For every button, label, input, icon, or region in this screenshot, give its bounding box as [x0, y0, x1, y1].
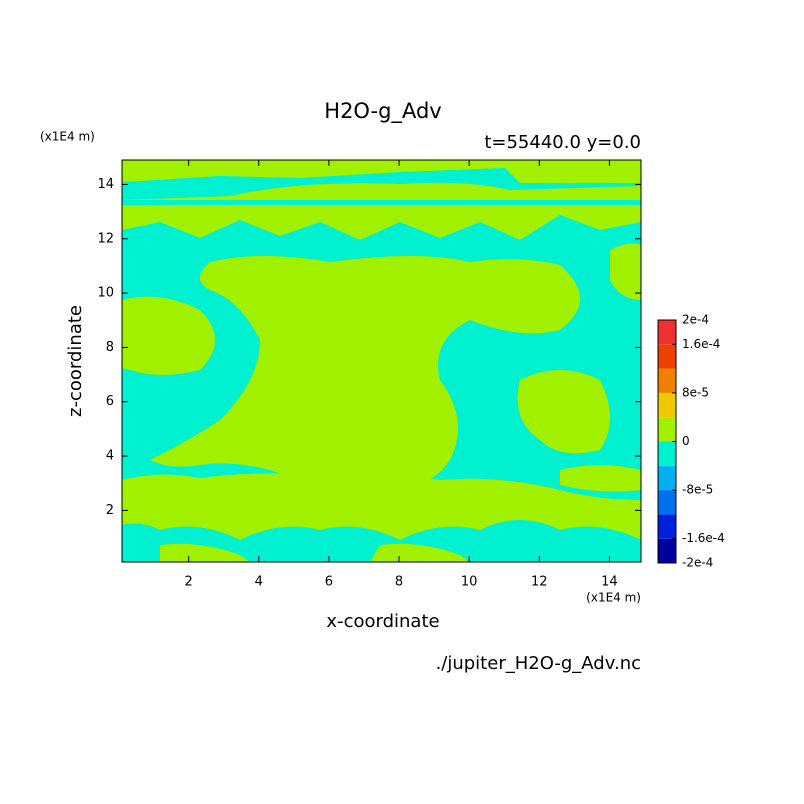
colorbar-swatch [658, 417, 676, 442]
y-tick-label: 2 [106, 503, 114, 518]
colorbar-tick-label: -8e-5 [682, 483, 713, 497]
colorbar-swatch [658, 344, 676, 369]
contour-region [160, 543, 250, 562]
contour-region [610, 243, 641, 300]
colorbar-swatch [658, 538, 676, 563]
x-tick-label: 2 [184, 575, 192, 590]
x-tick-label: 14 [601, 575, 618, 590]
source-file: ./jupiter_H2O-g_Adv.nc [436, 653, 641, 674]
colorbar-swatch [658, 320, 676, 345]
contour-region [517, 370, 610, 454]
y-tick-label: 8 [106, 340, 114, 355]
colorbar-tick-label: -2e-4 [682, 556, 713, 570]
y-tick-label: 6 [106, 394, 114, 409]
contour-region [122, 205, 641, 240]
y-tick-label: 14 [97, 177, 114, 192]
x-tick-label: 12 [531, 575, 548, 590]
contour-field [122, 160, 641, 562]
x-tick-label: 10 [461, 575, 478, 590]
colorbar-tick-label: 2e-4 [682, 313, 709, 327]
contour-region [122, 473, 641, 540]
contour-region [150, 256, 580, 494]
plot-frame [121, 159, 642, 563]
colorbar-swatch [658, 392, 676, 418]
colorbar-swatch [658, 465, 676, 491]
y-tick-label: 10 [97, 286, 114, 301]
colorbar-tick-label: 8e-5 [682, 385, 709, 399]
y-tick-label: 4 [106, 449, 114, 464]
contour-region [122, 160, 641, 183]
colorbar-tick-label: -1.6e-4 [682, 531, 725, 545]
colorbar-swatch [658, 441, 676, 466]
x-axis-label: x-coordinate [326, 611, 439, 632]
chart-subtitle: t=55440.0 y=0.0 [484, 132, 641, 153]
chart-title: H2O-g_Adv [324, 99, 441, 124]
y-axis-label: z-coordinate [65, 305, 86, 417]
contour-region [122, 182, 641, 200]
contour-region [370, 543, 470, 562]
x-tick-label: 4 [255, 575, 263, 590]
colorbar-tick-label: 1.6e-4 [682, 337, 720, 351]
contour-region [560, 465, 641, 492]
y-tick-label: 12 [97, 231, 114, 246]
colorbar-swatch [658, 490, 676, 515]
colorbar-swatch [658, 368, 676, 393]
y-unit: (x1E4 m) [40, 130, 95, 144]
contour-region [122, 296, 215, 375]
x-tick-label: 6 [325, 575, 333, 590]
x-tick-label: 8 [395, 575, 403, 590]
x-unit: (x1E4 m) [586, 591, 641, 605]
colorbar-tick-label: 0 [682, 434, 690, 448]
colorbar-swatch [658, 514, 676, 539]
